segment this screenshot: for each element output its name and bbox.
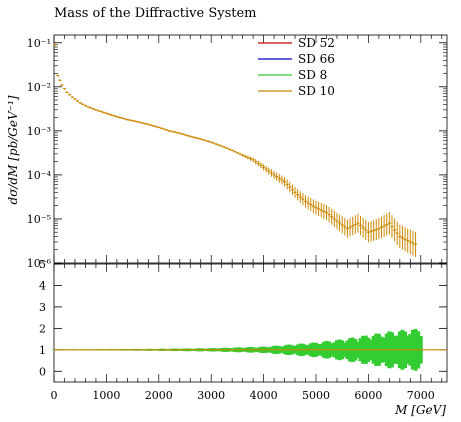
main-y-tick-label: 10⁻² <box>27 81 51 94</box>
main-ticks <box>53 35 447 264</box>
main-plot-border <box>53 34 448 264</box>
ratio-y-tick-label: 5 <box>39 258 46 271</box>
x-tick-label: 2000 <box>145 389 173 402</box>
x-tick-label: 6000 <box>354 389 382 402</box>
ratio-y-tick-labels: 0 1 2 3 4 5 <box>39 258 46 378</box>
ratio-y-tick-label: 2 <box>39 322 46 335</box>
x-tick-label: 1000 <box>92 389 120 402</box>
ratio-y-tick-label: 3 <box>39 301 46 314</box>
ratio-y-tick-label: 0 <box>39 365 46 378</box>
x-tick-labels: 0 1000 2000 3000 4000 5000 6000 7000 <box>51 389 435 402</box>
legend-entry-label: SD 66 <box>298 52 335 66</box>
main-plot-frame <box>53 34 448 264</box>
legend-entry-label: SD 52 <box>298 36 335 50</box>
legend: SD 52 SD 66 SD 8 SD 10 <box>258 36 335 98</box>
ratio-y-tick-label: 1 <box>39 344 46 357</box>
main-data-points <box>53 43 418 257</box>
main-y-axis-label: dσ/dM [pb/GeV⁻¹] <box>6 95 20 204</box>
ratio-y-tick-label: 4 <box>39 279 46 292</box>
x-tick-label: 4000 <box>250 389 278 402</box>
main-y-tick-label: 10⁻⁴ <box>27 169 52 182</box>
chart-title: Mass of the Diffractive System <box>54 6 257 21</box>
ratio-plot-frame <box>53 263 448 383</box>
x-tick-label: 7000 <box>407 389 435 402</box>
x-axis-label: M [GeV] <box>394 403 446 417</box>
ratio-band <box>52 328 447 371</box>
legend-entry-label: SD 10 <box>298 84 335 98</box>
main-y-tick-label: 10⁻⁶ <box>27 257 52 270</box>
legend-entry-label: SD 8 <box>298 68 327 82</box>
main-y-tick-labels: 10⁻¹ 10⁻² 10⁻³ 10⁻⁴ 10⁻⁵ 10⁻⁶ <box>27 37 52 270</box>
x-tick-label: 3000 <box>197 389 225 402</box>
x-tick-label: 0 <box>51 389 58 402</box>
main-y-tick-label: 10⁻⁵ <box>27 213 51 226</box>
ratio-plot-border <box>53 263 448 383</box>
x-tick-label: 5000 <box>302 389 330 402</box>
main-y-tick-label: 10⁻³ <box>27 125 51 138</box>
main-y-tick-label: 10⁻¹ <box>27 37 51 50</box>
